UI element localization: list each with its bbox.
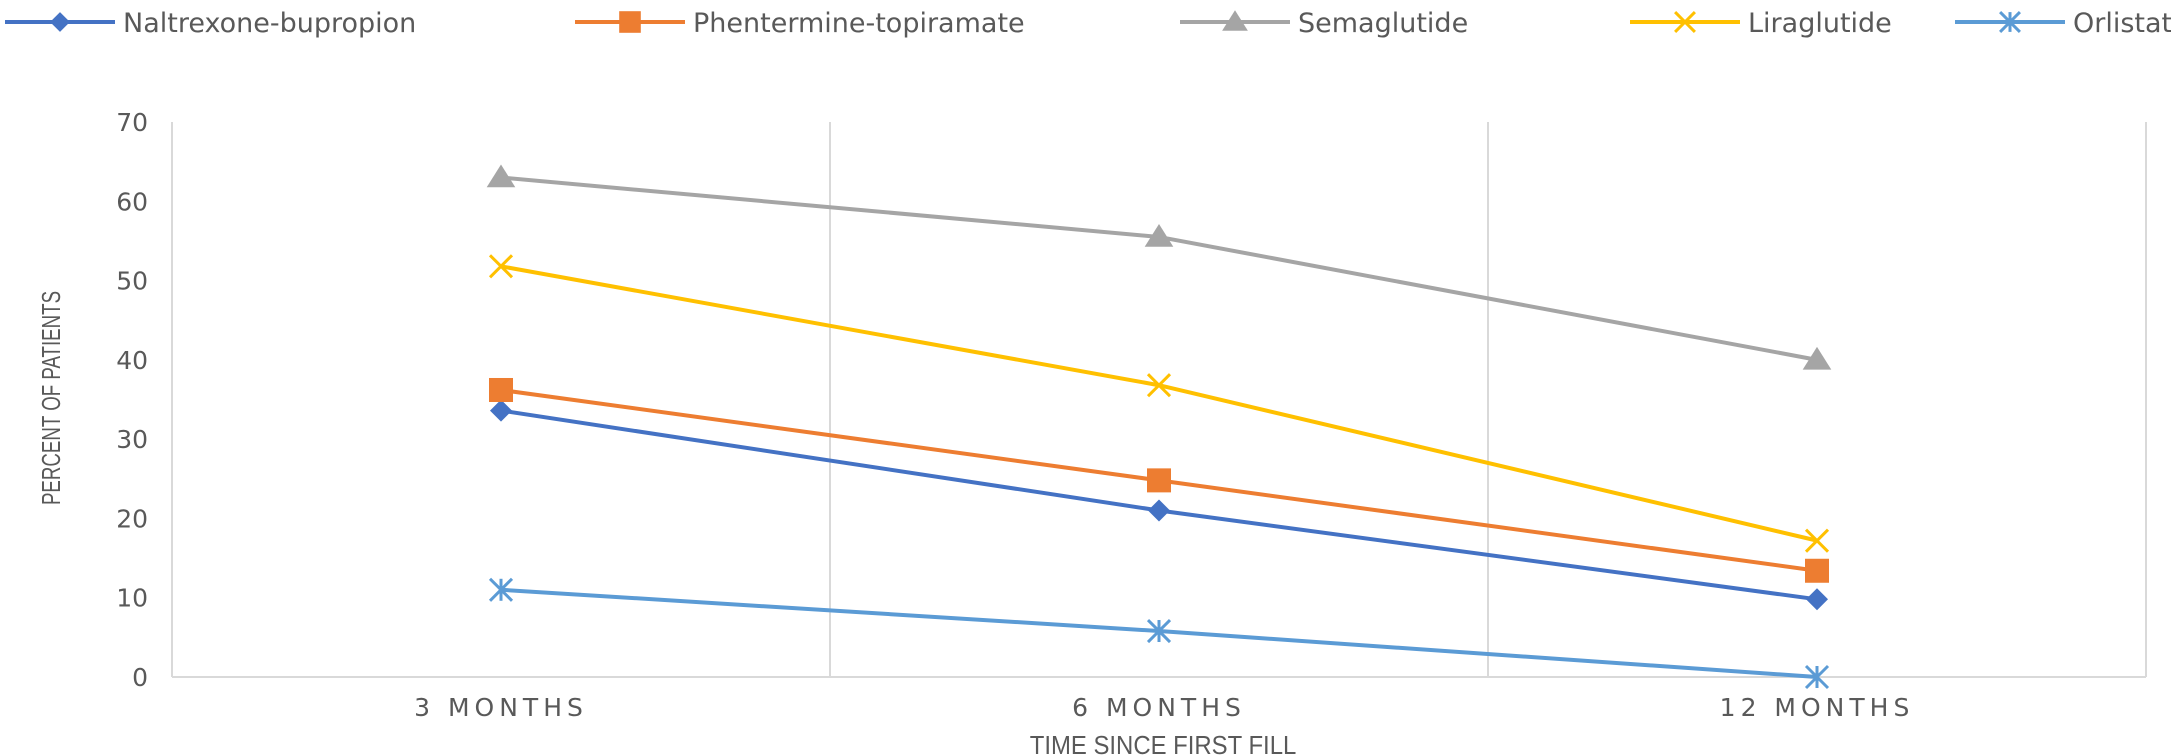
data-point (1804, 664, 1830, 690)
legend-label: Naltrexone-bupropion (123, 8, 416, 39)
y-tick-label: 20 (116, 504, 148, 533)
data-point (1222, 10, 1248, 31)
y-tick-label: 50 (116, 267, 148, 296)
y-tick-label: 40 (116, 346, 148, 375)
y-tick-label: 0 (132, 663, 148, 692)
data-point (1806, 588, 1828, 611)
data-point (1147, 468, 1171, 493)
legend-label: Semaglutide (1298, 8, 1468, 39)
axes: 0 10 20 30 40 50 60 70 3 MONTHS 6 MONTHS 12 MONTHS (116, 108, 2146, 722)
series-group (486, 164, 1832, 690)
gridlines (171, 122, 2147, 677)
x-tick-label: 6 MONTHS (1072, 693, 1246, 722)
series-orlistat (488, 577, 1830, 690)
data-point (486, 164, 516, 188)
series-liraglutide (488, 254, 1830, 553)
legend-item: Liraglutide (1630, 8, 1892, 39)
series-naltrexone-bupropion (490, 399, 1828, 611)
data-point (489, 377, 513, 402)
data-point (619, 11, 641, 33)
data-point (1802, 346, 1832, 370)
data-point (1144, 223, 1174, 247)
series-phentermine-topiramate (489, 377, 1829, 583)
series-line (500, 264, 1818, 543)
data-point (1804, 528, 1830, 553)
legend-item: Semaglutide (1180, 8, 1468, 39)
series-line (500, 175, 1818, 362)
x-axis-title: TIME SINCE FIRST FILL (1030, 731, 1297, 756)
legend-label: Orlistat (2073, 8, 2171, 39)
y-tick-label: 70 (116, 108, 148, 137)
data-point (488, 577, 514, 602)
series-semaglutide (486, 164, 1832, 370)
data-point (1146, 373, 1172, 398)
data-point (1805, 558, 1829, 583)
y-tick-label: 30 (116, 425, 148, 454)
legend-item: Orlistat (1955, 8, 2171, 39)
legend-item: Phentermine-topiramate (575, 8, 1025, 39)
data-point (1148, 499, 1170, 522)
data-point (1146, 618, 1172, 644)
data-point (1999, 11, 2021, 33)
legend-label: Liraglutide (1748, 8, 1892, 39)
x-tick-label: 3 MONTHS (414, 693, 588, 722)
legend-item: Naltrexone-bupropion (5, 8, 416, 39)
data-point (488, 254, 514, 279)
y-tick-label: 10 (116, 584, 148, 613)
y-axis-title: PERCENT OF PATIENTS (36, 291, 66, 505)
legend-label: Phentermine-topiramate (693, 8, 1025, 39)
x-tick-label: 12 MONTHS (1720, 693, 1915, 722)
legend: Naltrexone-bupropion Phentermine-topirama… (5, 8, 2171, 39)
data-point (50, 12, 70, 32)
y-tick-label: 60 (116, 187, 148, 216)
data-point (490, 399, 512, 422)
data-point (1674, 11, 1696, 33)
